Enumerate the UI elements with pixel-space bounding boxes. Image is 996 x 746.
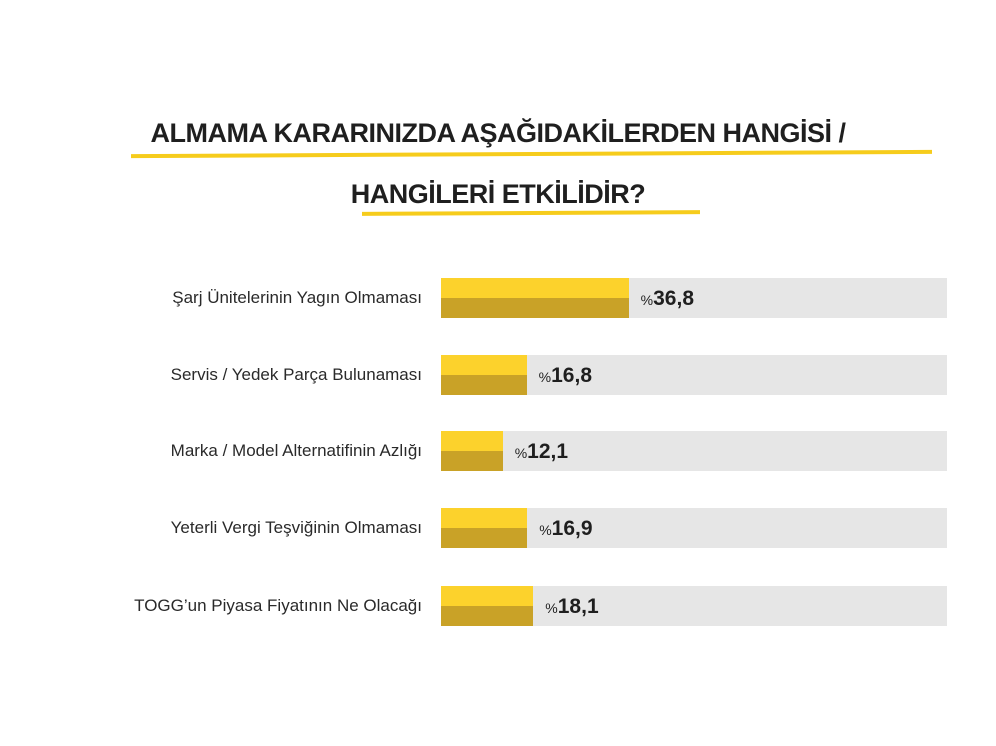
bar-top xyxy=(441,431,503,451)
bar-top xyxy=(441,508,528,528)
bar-bottom xyxy=(441,451,503,471)
title-underline-1 xyxy=(131,149,932,159)
chart-title-line-2: HANGİLERİ ETKİLİDİR? xyxy=(350,179,646,209)
percent-prefix: % xyxy=(514,445,528,461)
data-value: 36,8 xyxy=(653,287,694,310)
bar-track: %18,1 xyxy=(441,586,947,626)
bar xyxy=(441,508,528,548)
bar xyxy=(441,586,534,626)
data-value: 16,8 xyxy=(551,364,592,387)
bar-track: %12,1 xyxy=(441,431,947,471)
data-value: 12,1 xyxy=(527,440,569,463)
percent-prefix: % xyxy=(640,292,654,308)
data-label: %36,8 xyxy=(641,287,694,311)
data-label: %16,9 xyxy=(539,517,592,541)
chart-title-line-1: ALMAMA KARARINIZDA AŞAĞIDAKİLERDEN HANGİ… xyxy=(150,118,846,148)
bar-top xyxy=(441,586,534,606)
bar-track: %16,9 xyxy=(441,508,947,548)
bar xyxy=(441,431,503,471)
category-label: Servis / Yedek Parça Bulunaması xyxy=(170,365,422,384)
bar-top xyxy=(441,278,629,298)
bar-bottom xyxy=(441,375,527,395)
title-underline-2 xyxy=(362,210,700,216)
bar xyxy=(441,278,629,318)
bar-bottom xyxy=(441,606,534,626)
data-label: %12,1 xyxy=(515,440,568,464)
bar-bottom xyxy=(441,298,629,318)
bar-track: %36,8 xyxy=(441,278,947,318)
percent-prefix: % xyxy=(545,600,558,616)
category-label: Şarj Ünitelerinin Yagın Olmaması xyxy=(172,288,422,307)
percent-prefix: % xyxy=(539,522,552,538)
data-label: %18,1 xyxy=(545,595,598,619)
category-label: Marka / Model Alternatifinin Azlığı xyxy=(170,441,422,460)
data-value: 18,1 xyxy=(557,595,599,618)
bar xyxy=(441,355,527,395)
percent-prefix: % xyxy=(538,369,552,385)
bar-bottom xyxy=(441,528,528,548)
data-value: 16,9 xyxy=(551,517,593,540)
category-label: TOGG’un Piyasa Fiyatının Ne Olacağı xyxy=(134,596,422,615)
data-label: %16,8 xyxy=(539,364,592,388)
bar-track: %16,8 xyxy=(441,355,947,395)
bar-top xyxy=(441,355,527,375)
category-label: Yeterli Vergi Teşviğinin Olmaması xyxy=(170,518,422,537)
